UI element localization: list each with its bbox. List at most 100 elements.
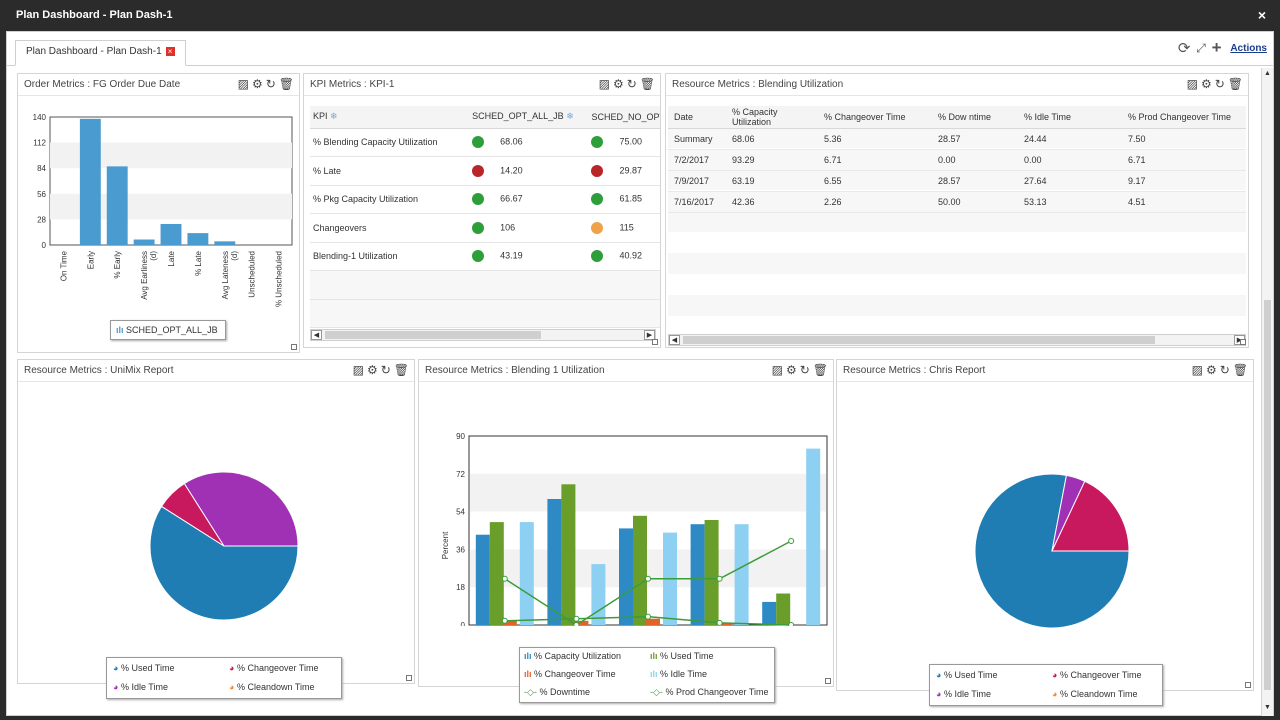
scroll-down-icon[interactable]: ▼: [1264, 704, 1271, 711]
horizontal-scrollbar[interactable]: ◀ ▶: [668, 334, 1246, 346]
gear-icon[interactable]: ⚙: [366, 363, 379, 377]
pie-slice: [974, 473, 1130, 629]
sort-icon[interactable]: ❄: [566, 111, 574, 122]
column-header[interactable]: KPI ❄: [310, 106, 470, 129]
export-icon[interactable]: ▨: [352, 363, 365, 377]
export-icon[interactable]: ▨: [237, 77, 250, 91]
table-row[interactable]: % Blending Capacity Utilization 68.06 75.0…: [310, 128, 660, 157]
gear-icon[interactable]: ⚙: [251, 77, 264, 91]
table-row[interactable]: % Pkg Capacity Utilization 66.67 61.85: [310, 185, 660, 214]
export-icon[interactable]: ▨: [598, 77, 611, 91]
refresh-icon[interactable]: ↻: [1219, 363, 1231, 377]
status-dot-icon: [591, 193, 604, 206]
refresh-icon[interactable]: ↻: [380, 363, 392, 377]
column-header[interactable]: % Capacity Utilization: [726, 106, 818, 129]
chris-pie-chart: [974, 473, 1130, 629]
column-header[interactable]: % Prod Changeover Time: [1122, 106, 1246, 129]
scroll-thumb[interactable]: [683, 336, 1155, 344]
trash-icon[interactable]: 🗑: [1232, 363, 1249, 377]
scroll-right-icon[interactable]: ▶: [644, 330, 655, 340]
scroll-up-icon[interactable]: ▲: [1264, 70, 1271, 77]
column-header[interactable]: % Dow ntime: [932, 106, 1018, 129]
refresh-icon[interactable]: ↻: [799, 363, 811, 377]
resize-handle[interactable]: [1245, 682, 1251, 688]
kpi-table: KPI ❄ SCHED_OPT_ALL_JB ❄ SCHED_NO_OPT_ %…: [310, 106, 660, 328]
bar: [502, 620, 517, 625]
close-icon[interactable]: ×: [1257, 7, 1266, 23]
bar-chart-icon: ılı: [650, 669, 658, 679]
scroll-thumb[interactable]: [325, 331, 541, 339]
bar: [646, 618, 660, 625]
export-icon[interactable]: ▨: [771, 363, 784, 377]
resize-handle[interactable]: [291, 344, 297, 350]
order-bar-chart: 140 112 84 56 28 0 On Time Early % Early Avg Earl…: [33, 113, 293, 307]
resize-handle[interactable]: [1240, 339, 1246, 345]
resize-handle[interactable]: [825, 678, 831, 684]
table-row[interactable]: % Late 14.20 29.87: [310, 156, 660, 186]
refresh-icon[interactable]: ↻: [265, 77, 277, 91]
chart-legend[interactable]: ılı SCHED_OPT_ALL_JB: [110, 320, 226, 340]
table-cell: 7/9/2017: [668, 170, 726, 192]
trash-icon[interactable]: 🗑: [1227, 77, 1244, 91]
bar-chart-icon: ılı: [650, 651, 658, 661]
trash-icon[interactable]: 🗑: [278, 77, 295, 91]
y-tick-label: 90: [456, 432, 465, 441]
panel-title: Resource Metrics : UniMix Report: [24, 365, 174, 376]
export-icon[interactable]: ▨: [1186, 77, 1199, 91]
chart-legend[interactable]: ◕ % Used Time ◕ % Changeover Time ◕ % Id…: [106, 657, 342, 699]
table-row[interactable]: Changeovers 106 115: [310, 213, 660, 243]
scroll-thumb[interactable]: [1264, 300, 1271, 690]
kpi-name-cell: % Blending Capacity Utilization: [310, 128, 470, 157]
window-title: Plan Dashboard - Plan Dash-1: [16, 9, 173, 21]
tab-plan-dashboard[interactable]: Plan Dashboard - Plan Dash-1 ×: [15, 40, 186, 66]
table-cell: Summary: [668, 128, 726, 150]
pie-icon: ◕: [229, 663, 235, 673]
add-icon[interactable]: +: [1211, 38, 1222, 57]
x-tick-label: Avg Earliness: [140, 251, 149, 300]
table-row[interactable]: Blending-1 Utilization 43.19 40.92: [310, 242, 660, 271]
gear-icon[interactable]: ⚙: [1200, 77, 1213, 91]
line-point: [788, 622, 795, 626]
column-header[interactable]: % Changeover Time: [818, 106, 932, 129]
y-tick-label: 0: [42, 241, 47, 250]
status-dot-icon: [472, 221, 485, 234]
trash-icon[interactable]: 🗑: [639, 77, 656, 91]
legend-label: % Used Time: [120, 663, 175, 673]
table-row[interactable]: Summary 68.06 5.36 28.57 24.44 7.50: [668, 128, 1246, 150]
actions-link[interactable]: Actions: [1230, 42, 1267, 54]
chart-legend[interactable]: ◕ % Used Time ◕ % Changeover Time ◕ % Id…: [929, 664, 1163, 706]
refresh-icon[interactable]: ↻: [1214, 77, 1226, 91]
column-header[interactable]: SCHED_NO_OPT_: [588, 106, 660, 129]
export-icon[interactable]: ▨: [1191, 363, 1204, 377]
horizontal-scrollbar[interactable]: ◀ ▶: [310, 329, 656, 341]
table-row[interactable]: 7/2/2017 93.29 6.71 0.00 0.00 6.71: [668, 149, 1246, 171]
y-tick-label: 140: [33, 113, 47, 122]
column-header[interactable]: SCHED_OPT_ALL_JB ❄: [469, 106, 589, 129]
bar-chart-icon: ılı: [524, 651, 532, 661]
table-row[interactable]: 7/16/2017 42.36 2.26 50.00 53.13 4.51: [668, 191, 1246, 213]
refresh-icon[interactable]: ⟳: [1177, 40, 1191, 57]
column-header[interactable]: % Idle Time: [1018, 106, 1122, 129]
resize-handle[interactable]: [652, 339, 658, 345]
table-row[interactable]: 7/9/2017 63.19 6.55 28.57 27.64 9.17: [668, 170, 1246, 192]
legend-label: % Capacity Utilization: [534, 651, 622, 661]
panel-header: Resource Metrics : Blending 1 Utilizatio…: [419, 360, 833, 382]
gear-icon[interactable]: ⚙: [1205, 363, 1218, 377]
gear-icon[interactable]: ⚙: [785, 363, 798, 377]
resize-handle[interactable]: [406, 675, 412, 681]
refresh-icon[interactable]: ↻: [626, 77, 638, 91]
tab-close-icon[interactable]: ×: [165, 47, 175, 56]
scroll-left-icon[interactable]: ◀: [311, 330, 322, 340]
vertical-scrollbar[interactable]: ▲ ▼: [1261, 68, 1273, 716]
table-cell: 2.26: [818, 191, 932, 213]
sort-icon[interactable]: ❄: [330, 111, 338, 122]
scroll-left-icon[interactable]: ◀: [669, 335, 680, 345]
chart-legend[interactable]: ılı % Capacity Utilization ılı % Used Ti…: [519, 647, 775, 703]
column-header[interactable]: Date: [668, 106, 726, 129]
legend-label: % Idle Time: [660, 669, 708, 679]
trash-icon[interactable]: 🗑: [393, 363, 410, 377]
trash-icon[interactable]: 🗑: [812, 363, 829, 377]
expand-icon[interactable]: ⤢: [1196, 40, 1206, 55]
gear-icon[interactable]: ⚙: [612, 77, 625, 91]
line-point: [501, 575, 508, 582]
